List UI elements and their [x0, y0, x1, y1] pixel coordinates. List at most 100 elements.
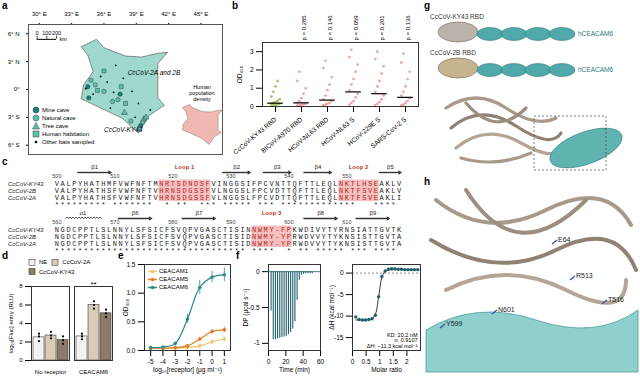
- svg-text:20: 20: [282, 358, 290, 365]
- svg-text:*: *: [153, 247, 157, 255]
- svg-text:*: *: [391, 247, 395, 255]
- svg-text:V: V: [153, 194, 158, 202]
- svg-text:*: *: [130, 201, 134, 209]
- svg-text:1: 1: [378, 358, 382, 365]
- svg-text:hCEACAM6: hCEACAM6: [578, 30, 613, 37]
- svg-text:0: 0: [351, 358, 355, 365]
- svg-text:L: L: [217, 194, 221, 202]
- svg-text:*: *: [304, 201, 308, 209]
- svg-text:*: *: [269, 201, 273, 209]
- svg-text:580: 580: [168, 219, 177, 225]
- svg-text:3° S: 3° S: [8, 114, 19, 120]
- svg-text:*: *: [113, 247, 117, 255]
- svg-text:I: I: [397, 194, 401, 202]
- svg-text:T516: T516: [608, 296, 624, 303]
- svg-text:β9: β9: [370, 210, 377, 216]
- svg-text:D: D: [275, 194, 279, 202]
- svg-text:*: *: [235, 247, 239, 255]
- svg-text:*: *: [246, 201, 250, 209]
- svg-text:0: 0: [210, 358, 214, 365]
- svg-text:*: *: [327, 247, 331, 255]
- svg-text:β1: β1: [91, 164, 98, 170]
- svg-text:*: *: [385, 247, 389, 255]
- svg-text:*: *: [258, 201, 262, 209]
- svg-text:CcCoV-KY43: CcCoV-KY43: [104, 126, 143, 133]
- svg-text:*: *: [136, 201, 140, 209]
- svg-text:*: *: [66, 247, 70, 255]
- svg-text:*: *: [339, 201, 343, 209]
- svg-text:530: 530: [226, 173, 235, 179]
- svg-text:550: 550: [342, 173, 351, 179]
- svg-text:36° E: 36° E: [97, 11, 112, 17]
- svg-text:*: *: [287, 201, 291, 209]
- svg-text:*: *: [217, 247, 221, 255]
- svg-text:*: *: [84, 201, 88, 209]
- svg-text:*: *: [206, 201, 210, 209]
- svg-text:60: 60: [317, 358, 325, 365]
- svg-text:0°: 0°: [14, 86, 20, 92]
- svg-text:-4: -4: [160, 358, 166, 365]
- svg-text:*: *: [223, 247, 227, 255]
- svg-text:0: 0: [267, 358, 271, 365]
- svg-text:*: *: [380, 201, 384, 209]
- svg-text:*: *: [165, 201, 169, 209]
- svg-text:-: -: [275, 240, 279, 248]
- svg-text:β7: β7: [196, 210, 203, 216]
- svg-text:*: *: [177, 201, 181, 209]
- svg-text:BtCoV-A970 RBD: BtCoV-A970 RBD: [260, 115, 304, 154]
- svg-text:CcCoV-2B: CcCoV-2B: [8, 188, 36, 194]
- svg-text:0: 0: [256, 268, 260, 275]
- svg-text:E64: E64: [558, 236, 571, 243]
- svg-text:*: *: [124, 247, 128, 255]
- svg-text:N: N: [171, 194, 175, 202]
- svg-text:*: *: [229, 247, 233, 255]
- svg-text:Y: Y: [281, 240, 286, 248]
- svg-text:p = 0.285: p = 0.285: [301, 15, 307, 41]
- svg-text:*: *: [95, 201, 99, 209]
- svg-text:*: *: [264, 247, 268, 255]
- svg-text:CcCoV-2B: CcCoV-2B: [8, 234, 36, 240]
- svg-text:*: *: [351, 201, 355, 209]
- svg-text:30° E: 30° E: [32, 11, 47, 17]
- svg-text:*: *: [61, 201, 65, 209]
- svg-text:β6: β6: [132, 210, 139, 216]
- svg-text:*: *: [339, 247, 343, 255]
- svg-text:2: 2: [250, 66, 254, 73]
- svg-text:*: *: [95, 247, 99, 255]
- svg-text:*: *: [235, 201, 239, 209]
- svg-text:D: D: [246, 240, 250, 248]
- svg-text:0: 0: [36, 30, 39, 36]
- svg-text:OD₄₅₀: OD₄₅₀: [236, 65, 243, 83]
- svg-text:*: *: [351, 247, 355, 255]
- svg-text:*: *: [148, 201, 152, 209]
- svg-text:*: *: [333, 247, 337, 255]
- svg-text:S: S: [194, 194, 198, 202]
- svg-text:β2: β2: [233, 164, 240, 170]
- svg-text:3: 3: [250, 48, 254, 55]
- svg-text:*: *: [304, 247, 308, 255]
- svg-text:*: *: [66, 201, 70, 209]
- svg-text:*: *: [90, 247, 94, 255]
- svg-text:*: *: [316, 247, 320, 255]
- svg-text:Y599: Y599: [446, 320, 462, 327]
- svg-text:F: F: [252, 194, 256, 202]
- svg-text:No receptor: No receptor: [35, 369, 66, 375]
- svg-text:*: *: [130, 247, 134, 255]
- svg-text:4: 4: [19, 320, 23, 326]
- svg-text:β4: β4: [315, 164, 322, 170]
- svg-text:2: 2: [405, 358, 409, 365]
- svg-text:-0.5: -0.5: [248, 304, 260, 311]
- svg-text:0.5: 0.5: [126, 318, 135, 325]
- svg-text:*: *: [333, 201, 337, 209]
- svg-text:0: 0: [250, 103, 254, 110]
- svg-text:-5: -5: [338, 291, 344, 298]
- svg-text:*: *: [119, 201, 123, 209]
- svg-text:*: *: [101, 201, 105, 209]
- svg-text:N601: N601: [498, 306, 515, 313]
- svg-text:*: *: [165, 247, 169, 255]
- svg-text:0: 0: [19, 357, 23, 363]
- svg-text:*: *: [148, 247, 152, 255]
- svg-text:*: *: [322, 247, 326, 255]
- svg-text:A: A: [397, 240, 402, 248]
- svg-text:*: *: [252, 247, 256, 255]
